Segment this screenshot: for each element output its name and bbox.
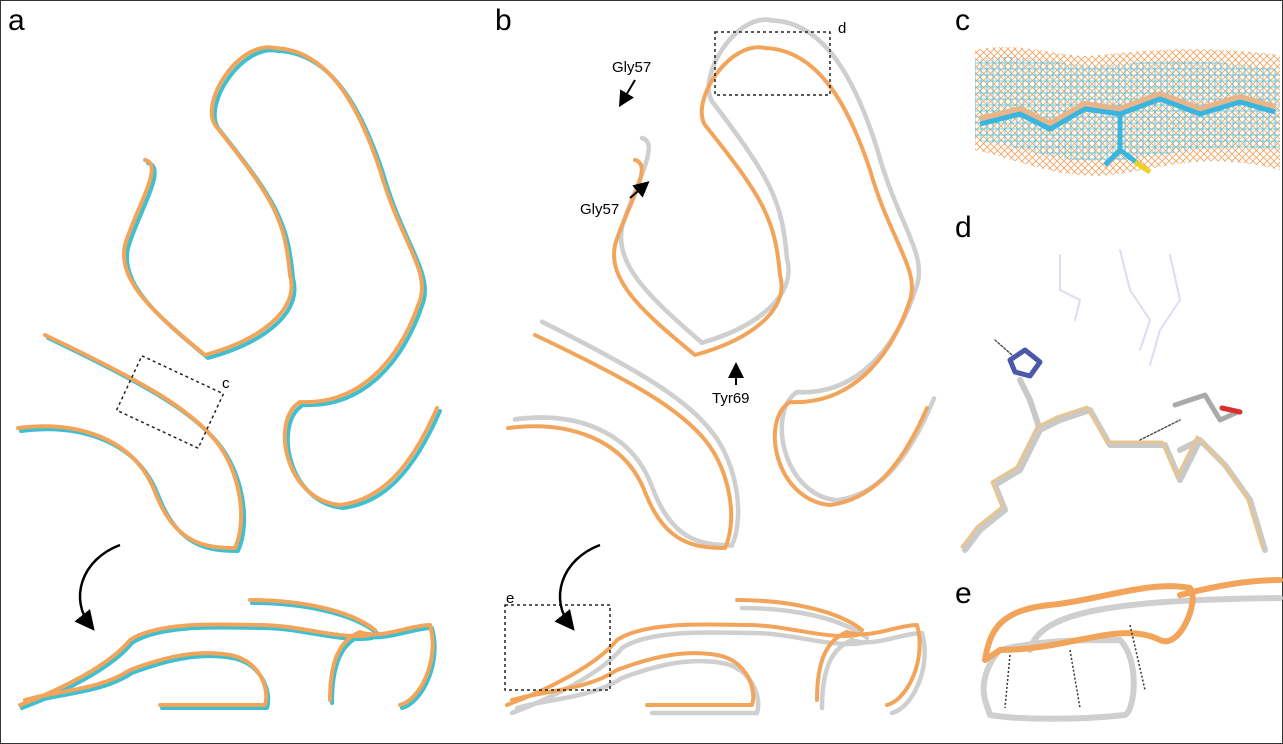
panel-label: b [495,4,512,37]
annotation: e [506,590,514,607]
annotation: Gly57 [612,59,651,76]
zoom-box-d [715,32,830,95]
density-map [975,47,1280,176]
annotation: Tyr69 [712,390,750,407]
panel-label: d [955,211,972,244]
figure: a b c d e c Gly57 Gly57 Tyr69 d e [0,0,1283,744]
annotation: Gly57 [580,201,619,218]
panel-label: e [955,577,972,610]
rotation-arrow [560,545,600,625]
panel-b-ribbons [507,20,934,713]
annotation: c [222,375,230,392]
pointer [622,80,635,102]
annotation: d [838,20,846,37]
panel-label: c [955,4,970,37]
zoom-box-e [505,605,610,690]
stick-model [962,250,1265,550]
zoom-e-ribbons [984,580,1280,719]
panel-label: a [8,4,25,37]
rotation-arrow [80,545,120,625]
